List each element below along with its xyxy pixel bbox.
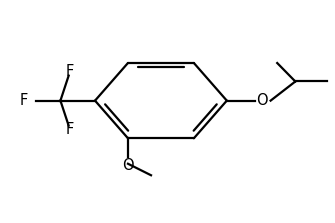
Text: O: O bbox=[122, 158, 134, 173]
Text: F: F bbox=[66, 122, 74, 137]
Text: O: O bbox=[257, 93, 268, 108]
Text: F: F bbox=[20, 93, 28, 108]
Text: F: F bbox=[66, 64, 74, 79]
